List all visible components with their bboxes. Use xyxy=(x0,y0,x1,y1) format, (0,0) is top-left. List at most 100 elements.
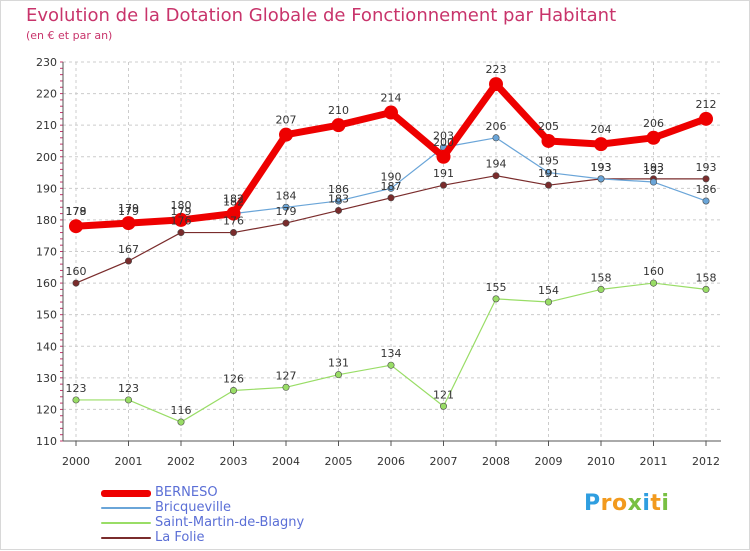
data-label: 160 xyxy=(643,265,664,278)
data-label: 179 xyxy=(118,205,139,218)
data-point xyxy=(125,396,133,404)
y-tick-label: 220 xyxy=(36,88,57,101)
y-tick-label: 170 xyxy=(36,246,57,259)
logo-letter: x xyxy=(627,491,643,516)
data-point xyxy=(699,111,713,126)
x-tick-label: 2003 xyxy=(220,455,248,468)
data-point xyxy=(334,197,342,205)
data-label: 123 xyxy=(118,382,139,395)
data-label: 194 xyxy=(486,158,507,171)
data-label: 210 xyxy=(328,104,349,117)
data-label: 190 xyxy=(381,170,402,183)
data-label: 191 xyxy=(538,167,559,180)
data-point xyxy=(702,197,710,205)
x-tick-label: 2008 xyxy=(482,455,510,468)
data-point xyxy=(174,212,188,227)
data-label: 187 xyxy=(381,180,402,193)
data-label: 154 xyxy=(538,284,559,297)
data-point xyxy=(72,396,80,404)
data-point xyxy=(594,137,608,152)
y-tick-label: 150 xyxy=(36,309,57,322)
data-point xyxy=(69,219,83,234)
chart-title: Evolution de la Dotation Globale de Fonc… xyxy=(26,5,617,26)
y-tick-label: 140 xyxy=(36,340,57,353)
data-label: 203 xyxy=(433,129,454,142)
legend-swatch xyxy=(101,489,151,497)
data-label: 126 xyxy=(223,372,244,385)
data-point xyxy=(334,206,342,214)
y-tick-label: 110 xyxy=(36,435,57,448)
y-tick-label: 180 xyxy=(36,214,57,227)
data-label: 123 xyxy=(66,382,87,395)
data-label: 206 xyxy=(486,120,507,133)
data-point xyxy=(436,149,451,164)
data-point xyxy=(649,279,657,287)
x-tick-label: 2005 xyxy=(325,455,353,468)
legend-swatch xyxy=(101,537,151,539)
x-tick-label: 2012 xyxy=(692,455,720,468)
data-label: 192 xyxy=(643,164,664,177)
data-point xyxy=(492,172,500,180)
logo-letter: t xyxy=(650,491,662,516)
data-label: 180 xyxy=(171,199,192,212)
data-label: 186 xyxy=(696,183,717,196)
y-tick-label: 190 xyxy=(36,182,57,195)
data-label: 206 xyxy=(643,117,664,130)
data-point xyxy=(125,257,133,265)
data-point xyxy=(230,386,238,394)
y-tick-label: 230 xyxy=(36,56,57,69)
data-label: 183 xyxy=(328,192,349,205)
y-tick-label: 130 xyxy=(36,372,57,385)
data-label: 167 xyxy=(118,243,139,256)
data-label: 182 xyxy=(223,196,244,209)
data-label: 207 xyxy=(276,114,297,127)
data-point xyxy=(489,77,503,92)
data-point xyxy=(279,127,293,142)
data-label: 179 xyxy=(171,205,192,218)
data-label: 193 xyxy=(643,161,664,174)
data-point xyxy=(121,216,136,231)
data-label: 193 xyxy=(591,161,612,174)
data-label: 176 xyxy=(171,215,192,228)
data-label: 193 xyxy=(591,161,612,174)
data-point xyxy=(387,194,395,202)
data-point xyxy=(646,130,661,145)
logo-letter: P xyxy=(584,491,601,516)
logo-letter: i xyxy=(661,491,670,516)
data-point xyxy=(177,229,185,237)
data-label: 158 xyxy=(591,271,612,284)
data-point xyxy=(177,418,185,426)
data-label: 127 xyxy=(276,369,297,382)
data-label: 186 xyxy=(328,183,349,196)
data-label: 204 xyxy=(591,123,612,136)
data-point xyxy=(282,219,290,227)
y-tick-label: 120 xyxy=(36,403,57,416)
x-tick-label: 2010 xyxy=(587,455,615,468)
data-label: 131 xyxy=(328,357,349,370)
legend-label: Saint-Martin-de-Blagny xyxy=(155,515,305,530)
data-label: 158 xyxy=(696,271,717,284)
data-point xyxy=(226,206,241,221)
y-tick-label: 210 xyxy=(36,119,57,132)
data-label: 184 xyxy=(276,189,297,202)
data-point xyxy=(387,361,395,369)
data-point xyxy=(331,118,346,133)
data-point xyxy=(492,295,500,303)
x-tick-label: 2009 xyxy=(535,455,563,468)
data-point xyxy=(384,105,398,120)
data-point xyxy=(702,285,710,293)
logo-letter: i xyxy=(642,491,651,516)
data-label: 179 xyxy=(276,205,297,218)
data-point xyxy=(282,383,290,391)
data-label: 182 xyxy=(223,193,244,206)
data-label: 160 xyxy=(66,265,87,278)
x-tick-label: 2007 xyxy=(430,455,458,468)
legend-label: La Folie xyxy=(155,530,205,545)
legend-label: Bricqueville xyxy=(155,500,232,515)
data-point xyxy=(282,203,290,211)
data-point xyxy=(544,298,552,306)
data-point xyxy=(702,175,710,183)
data-label: 191 xyxy=(433,167,454,180)
